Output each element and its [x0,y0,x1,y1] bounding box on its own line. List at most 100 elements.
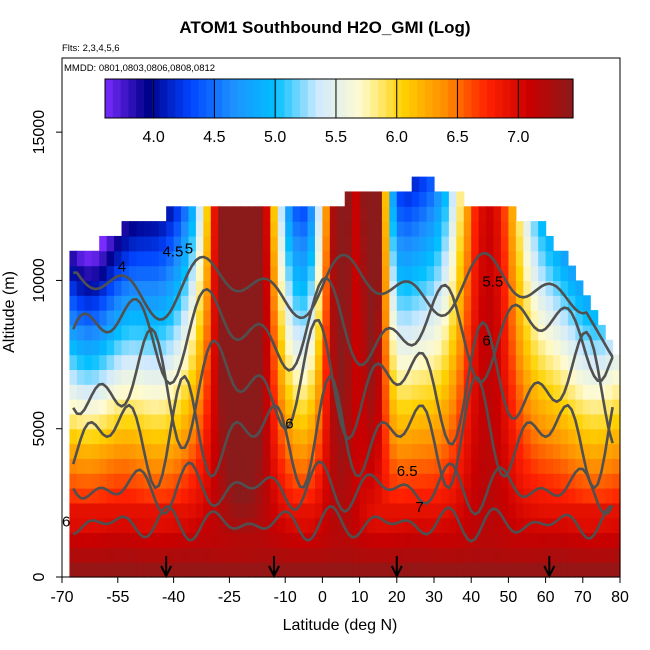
heat-cell [381,250,390,267]
heat-cell [99,280,108,296]
heat-cell [285,517,294,534]
heat-cell [612,369,621,385]
heat-cell [463,428,472,445]
heat-cell [233,502,242,519]
heat-cell [99,428,108,445]
heat-cell [337,547,346,563]
heat-cell [151,384,160,400]
heat-cell [590,562,599,578]
heat-cell [411,562,420,578]
heat-cell [173,547,182,563]
heat-cell [486,235,495,252]
heat-cell [553,265,562,282]
heat-cell [597,488,606,504]
heat-cell [567,280,576,296]
heat-cell [597,443,606,459]
contour-label: 4.5 [162,244,183,261]
heat-cell [240,250,249,267]
heat-cell [352,206,361,222]
heat-cell [248,502,257,519]
heat-cell [307,502,316,519]
heat-cell [91,428,100,445]
heat-cell [441,191,450,207]
heat-cell [352,562,361,578]
heat-cell [471,443,480,459]
heat-cell [367,547,376,563]
heat-cell [567,488,576,504]
heat-cell [173,324,182,341]
heat-cell [106,310,115,326]
heat-cell [233,458,242,474]
heat-cell [478,413,487,430]
heat-cell [106,413,115,430]
colorbar: 4.0 4.5 5.0 5.5 6.0 6.5 7.0 [104,78,574,146]
heat-cell [173,562,182,578]
heat-cell [262,310,271,326]
heat-cell [381,354,390,370]
heat-cell [240,428,249,445]
heat-cell [500,354,509,370]
heat-cell [456,295,465,311]
heat-cell [300,280,309,296]
heat-cell [158,221,167,237]
heat-cell [84,443,93,459]
heat-cell [538,502,547,519]
heat-cell [292,547,301,563]
heat-cell [195,235,204,252]
heat-cell [240,488,249,504]
heat-cell [233,428,242,445]
heat-cell [493,384,502,400]
heat-cell [285,413,294,430]
heat-cell [367,532,376,548]
heat-cell [389,235,398,252]
heat-cell [426,399,435,415]
heat-cell [538,458,547,474]
heat-cell [76,562,85,578]
heat-cell [181,384,190,400]
heat-cell [523,324,532,341]
heat-cell [69,488,78,504]
heat-cell [322,221,331,237]
heat-cell [121,458,130,474]
x-tick-label: -40 [162,589,185,606]
heat-cell [285,280,294,296]
heat-cell [352,221,361,237]
heat-cell [545,339,554,356]
heat-cell [255,295,264,311]
heat-cell [486,295,495,311]
contour-label: 6 [62,514,70,531]
heat-cell [359,191,368,207]
heat-cell [314,458,323,474]
heat-cell [404,324,413,341]
heat-cell [411,235,420,252]
heat-cell [419,562,428,578]
heat-cell [248,324,257,341]
heat-cell [381,191,390,207]
heat-cell [84,384,93,400]
heat-cell [359,547,368,563]
heat-cell [233,221,242,237]
contour-line [73,252,614,358]
heat-cell [270,458,279,474]
heat-cell [352,324,361,341]
heat-cell [605,532,614,548]
colorbar-segment [479,79,488,118]
heat-cell [166,206,175,222]
x-tick-label: 50 [500,589,518,606]
heat-cell [210,428,219,445]
heat-cell [456,547,465,563]
heat-cell [158,547,167,563]
heat-cell [463,339,472,356]
heat-cell [76,280,85,296]
heat-cell [344,547,353,563]
heat-cell [158,280,167,296]
heat-cell [262,458,271,474]
heatmap-cells [69,176,621,578]
heat-cell [419,295,428,311]
heat-cell [523,532,532,548]
heat-cell [560,369,569,385]
heat-cell [329,310,338,326]
heat-cell [307,443,316,459]
heat-cell [329,265,338,282]
heat-cell [195,280,204,296]
